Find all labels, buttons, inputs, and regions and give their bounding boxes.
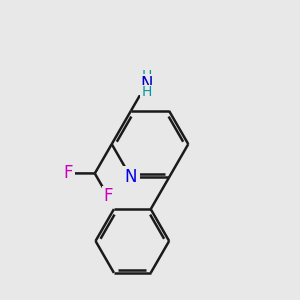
Text: H: H (141, 69, 152, 83)
Text: H: H (141, 85, 152, 99)
Text: F: F (64, 164, 73, 182)
Text: N: N (124, 168, 137, 186)
Text: N: N (140, 75, 153, 93)
Text: F: F (103, 188, 113, 206)
